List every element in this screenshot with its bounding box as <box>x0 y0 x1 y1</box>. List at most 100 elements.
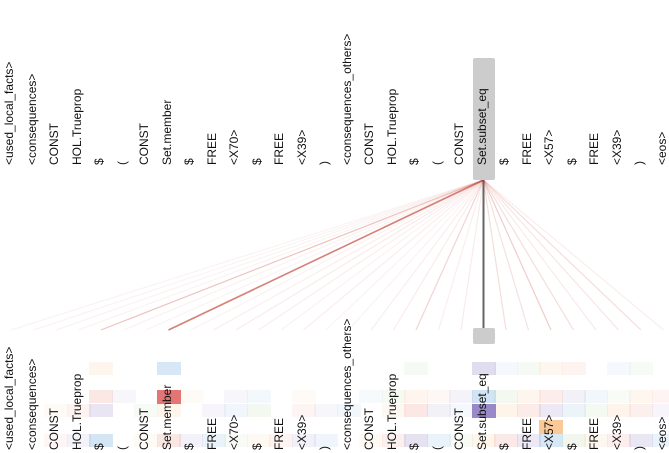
attention-heat-cell <box>201 434 226 447</box>
bottom-token[interactable]: $ <box>182 443 196 450</box>
attention-heat-cell <box>449 434 473 447</box>
bottom-token[interactable]: ) <box>632 446 646 450</box>
attention-link <box>213 179 484 331</box>
top-token[interactable]: $ <box>182 158 196 165</box>
bottom-token[interactable]: FREE <box>519 417 534 450</box>
top-token[interactable]: $ <box>407 158 421 165</box>
bottom-token[interactable]: <consequences_others> <box>339 318 354 450</box>
top-token[interactable]: <used_local_facts> <box>2 61 16 165</box>
attention-heat-cell <box>449 390 473 403</box>
attention-heat-cell <box>381 390 406 403</box>
attention-heat-cell <box>89 404 113 417</box>
top-token[interactable]: <X57> <box>542 129 556 165</box>
bottom-token[interactable]: $ <box>92 443 106 450</box>
bottom-token[interactable]: HOL.Trueprop <box>69 373 84 450</box>
top-token[interactable]: $ <box>497 158 511 165</box>
top-token[interactable]: FREE <box>204 132 219 165</box>
top-token[interactable]: <X39> <box>609 129 624 165</box>
top-token[interactable]: <consequences> <box>24 73 39 165</box>
attention-heat-cell <box>606 434 631 447</box>
top-token[interactable]: <X39> <box>294 129 309 165</box>
bottom-token[interactable]: $ <box>407 443 421 450</box>
attention-heat-cell <box>516 434 541 447</box>
attention-heat-cell <box>629 404 653 417</box>
bottom-token[interactable]: ( <box>114 446 129 450</box>
bottom-token[interactable]: $ <box>564 443 579 450</box>
attention-heat-cell <box>359 434 383 447</box>
attention-link <box>10 179 484 331</box>
bottom-token[interactable]: CONST <box>452 408 466 450</box>
bottom-token[interactable]: ( <box>429 446 444 450</box>
bottom-token[interactable]: FREE <box>587 417 601 450</box>
bottom-token[interactable]: <consequences> <box>24 358 39 450</box>
attention-heat-cell <box>651 404 669 417</box>
attention-heat-cell <box>651 390 669 403</box>
bottom-token[interactable]: CONST <box>47 408 61 450</box>
bottom-token[interactable]: <X39> <box>294 414 309 450</box>
attention-heat-cell <box>156 434 181 447</box>
top-token[interactable]: FREE <box>519 132 534 165</box>
bottom-token[interactable]: Set.member <box>159 384 174 450</box>
top-token[interactable]: CONST <box>452 123 466 165</box>
attention-link <box>460 179 485 331</box>
bottom-token[interactable]: FREE <box>204 417 219 450</box>
top-token[interactable]: Set.member <box>159 99 174 165</box>
bottom-token[interactable]: $ <box>497 443 511 450</box>
attention-heat-cell <box>606 362 631 375</box>
top-token[interactable]: CONST <box>362 123 376 165</box>
top-token[interactable]: ( <box>114 161 129 165</box>
bottom-token[interactable]: Set.subset_eq <box>474 373 489 450</box>
selected-top-token-highlight <box>472 58 495 180</box>
top-token[interactable]: <consequences_others> <box>339 33 354 165</box>
top-token[interactable]: $ <box>92 158 106 165</box>
attention-link <box>235 179 484 331</box>
bottom-token[interactable]: CONST <box>362 408 376 450</box>
top-token[interactable]: Set.subset_eq <box>474 88 489 165</box>
bottom-token[interactable]: FREE <box>272 417 286 450</box>
attention-link <box>483 179 664 331</box>
top-token[interactable]: <eos> <box>654 131 669 165</box>
attention-heat-cell <box>539 420 563 434</box>
top-token[interactable]: CONST <box>137 123 151 165</box>
attention-heat-cell <box>156 390 181 404</box>
attention-heat-cell <box>561 362 586 375</box>
bottom-token[interactable]: <X57> <box>542 414 556 450</box>
attention-heat-cell <box>629 390 653 403</box>
top-token[interactable]: FREE <box>587 132 601 165</box>
bottom-token[interactable]: HOL.Trueprop <box>384 373 399 450</box>
attention-heat-cell <box>359 390 383 403</box>
attention-heat-cell <box>111 390 136 403</box>
attention-heat-cell <box>224 434 248 447</box>
top-token[interactable]: ( <box>429 161 444 165</box>
attention-heat-cell <box>471 434 496 447</box>
attention-link <box>55 179 484 331</box>
top-token[interactable]: HOL.Trueprop <box>69 88 84 165</box>
bottom-token[interactable]: <X70> <box>227 414 241 450</box>
top-token[interactable]: ) <box>317 161 331 165</box>
attention-heat-cell <box>606 390 631 403</box>
attention-heat-cell <box>561 390 586 403</box>
attention-heat-cell <box>336 404 361 417</box>
top-token[interactable]: $ <box>564 158 579 165</box>
attention-heat-cell <box>584 434 608 447</box>
attention-heat-cell <box>561 404 586 417</box>
top-token[interactable]: FREE <box>272 132 286 165</box>
attention-heat-cell <box>179 434 203 447</box>
attention-heat-cell <box>494 404 518 417</box>
bottom-token[interactable]: ) <box>317 446 331 450</box>
top-token[interactable]: ) <box>632 161 646 165</box>
attention-heat-cell <box>134 404 158 417</box>
top-token[interactable]: $ <box>249 158 264 165</box>
bottom-token[interactable]: CONST <box>137 408 151 450</box>
attention-link <box>123 179 484 331</box>
bottom-token[interactable]: <used_local_facts> <box>2 346 16 450</box>
attention-heat-cell <box>224 404 248 417</box>
bottom-token[interactable]: <eos> <box>654 416 669 450</box>
top-token[interactable]: CONST <box>47 123 61 165</box>
attention-heat-cell <box>156 404 181 417</box>
attention-heat-cell <box>156 362 181 375</box>
top-token[interactable]: <X70> <box>227 129 241 165</box>
bottom-token[interactable]: <X39> <box>609 414 624 450</box>
top-token[interactable]: HOL.Trueprop <box>384 88 399 165</box>
bottom-token[interactable]: $ <box>249 443 264 450</box>
